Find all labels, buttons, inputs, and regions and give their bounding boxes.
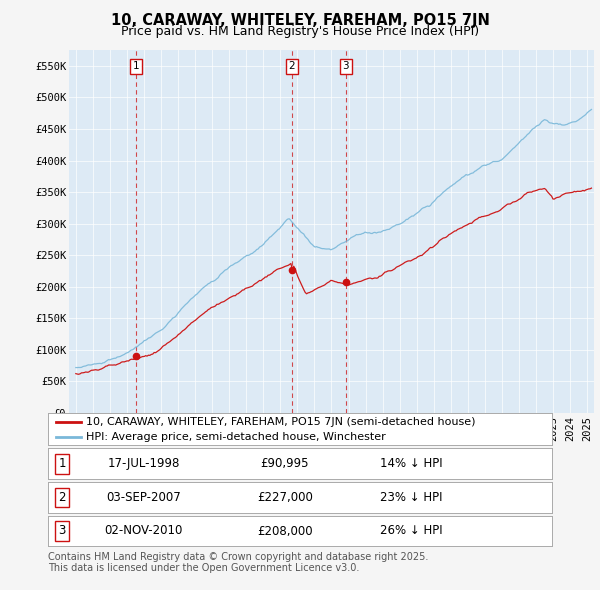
Text: 23% ↓ HPI: 23% ↓ HPI bbox=[380, 491, 442, 504]
Text: HPI: Average price, semi-detached house, Winchester: HPI: Average price, semi-detached house,… bbox=[86, 432, 386, 442]
Text: Contains HM Land Registry data © Crown copyright and database right 2025.
This d: Contains HM Land Registry data © Crown c… bbox=[48, 552, 428, 573]
Text: 10, CARAWAY, WHITELEY, FAREHAM, PO15 7JN (semi-detached house): 10, CARAWAY, WHITELEY, FAREHAM, PO15 7JN… bbox=[86, 417, 475, 427]
Text: 26% ↓ HPI: 26% ↓ HPI bbox=[380, 525, 442, 537]
Text: 3: 3 bbox=[58, 525, 66, 537]
Text: 1: 1 bbox=[58, 457, 66, 470]
Text: 2: 2 bbox=[58, 491, 66, 504]
Text: £227,000: £227,000 bbox=[257, 491, 313, 504]
Text: £208,000: £208,000 bbox=[257, 525, 313, 537]
Text: £90,995: £90,995 bbox=[260, 457, 309, 470]
Text: 17-JUL-1998: 17-JUL-1998 bbox=[107, 457, 180, 470]
Text: 02-NOV-2010: 02-NOV-2010 bbox=[104, 525, 183, 537]
Text: 14% ↓ HPI: 14% ↓ HPI bbox=[380, 457, 442, 470]
Text: 03-SEP-2007: 03-SEP-2007 bbox=[106, 491, 181, 504]
Text: Price paid vs. HM Land Registry's House Price Index (HPI): Price paid vs. HM Land Registry's House … bbox=[121, 25, 479, 38]
Text: 1: 1 bbox=[133, 61, 139, 71]
Text: 2: 2 bbox=[289, 61, 295, 71]
Text: 3: 3 bbox=[343, 61, 349, 71]
Text: 10, CARAWAY, WHITELEY, FAREHAM, PO15 7JN: 10, CARAWAY, WHITELEY, FAREHAM, PO15 7JN bbox=[110, 13, 490, 28]
